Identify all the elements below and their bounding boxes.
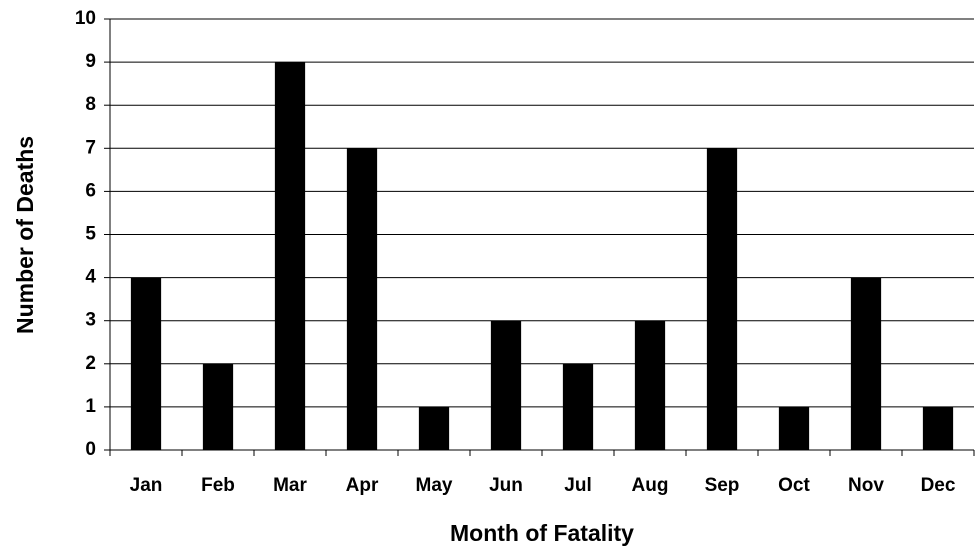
x-tick-label: Jun <box>489 475 523 496</box>
y-tick-label: 0 <box>85 439 96 460</box>
bar <box>202 363 234 450</box>
y-tick-label: 5 <box>85 224 96 245</box>
bar <box>706 148 738 451</box>
y-tick-label: 1 <box>85 396 96 417</box>
bar <box>922 406 954 450</box>
bar <box>634 320 666 450</box>
x-tick-label: Sep <box>705 475 740 496</box>
x-tick-label: Oct <box>778 475 810 496</box>
y-tick-label: 8 <box>85 94 96 115</box>
bar <box>418 406 450 450</box>
x-tick-label: Dec <box>921 475 956 496</box>
y-tick-label: 2 <box>85 353 96 374</box>
x-tick-label: Feb <box>201 475 235 496</box>
x-tick-label: Nov <box>848 475 884 496</box>
x-tick-label: Aug <box>632 475 669 496</box>
x-axis-title: Month of Fatality <box>450 520 634 546</box>
y-tick-label: 3 <box>85 310 96 331</box>
x-tick-label: Mar <box>273 475 307 496</box>
y-tick-label: 10 <box>75 8 96 29</box>
bar <box>490 320 522 450</box>
x-tick-label: Apr <box>346 475 379 496</box>
y-tick-label: 9 <box>85 51 96 72</box>
bar <box>778 406 810 450</box>
x-tick-label: Jan <box>130 475 163 496</box>
bar <box>346 148 378 451</box>
bar <box>130 277 162 450</box>
bar <box>274 62 306 450</box>
y-tick-label: 6 <box>85 180 96 201</box>
y-tick-label: 7 <box>85 137 96 158</box>
bar <box>850 277 882 450</box>
x-tick-label: May <box>416 475 453 496</box>
x-tick-label: Jul <box>564 475 591 496</box>
y-tick-label: 4 <box>85 267 96 288</box>
y-axis-title: Number of Deaths <box>12 136 38 334</box>
bar <box>562 363 594 450</box>
